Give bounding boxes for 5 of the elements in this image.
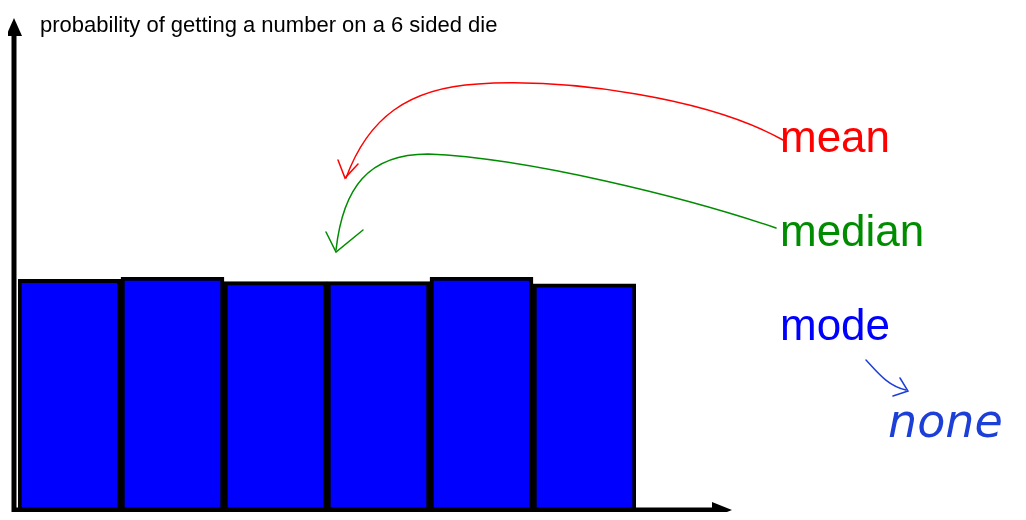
text: mode [780, 300, 891, 350]
text: none [888, 394, 1003, 448]
text: mean [780, 112, 891, 162]
chart-title: probability of getting a number on a 6 sided die [40, 12, 498, 38]
text: median [780, 206, 925, 256]
